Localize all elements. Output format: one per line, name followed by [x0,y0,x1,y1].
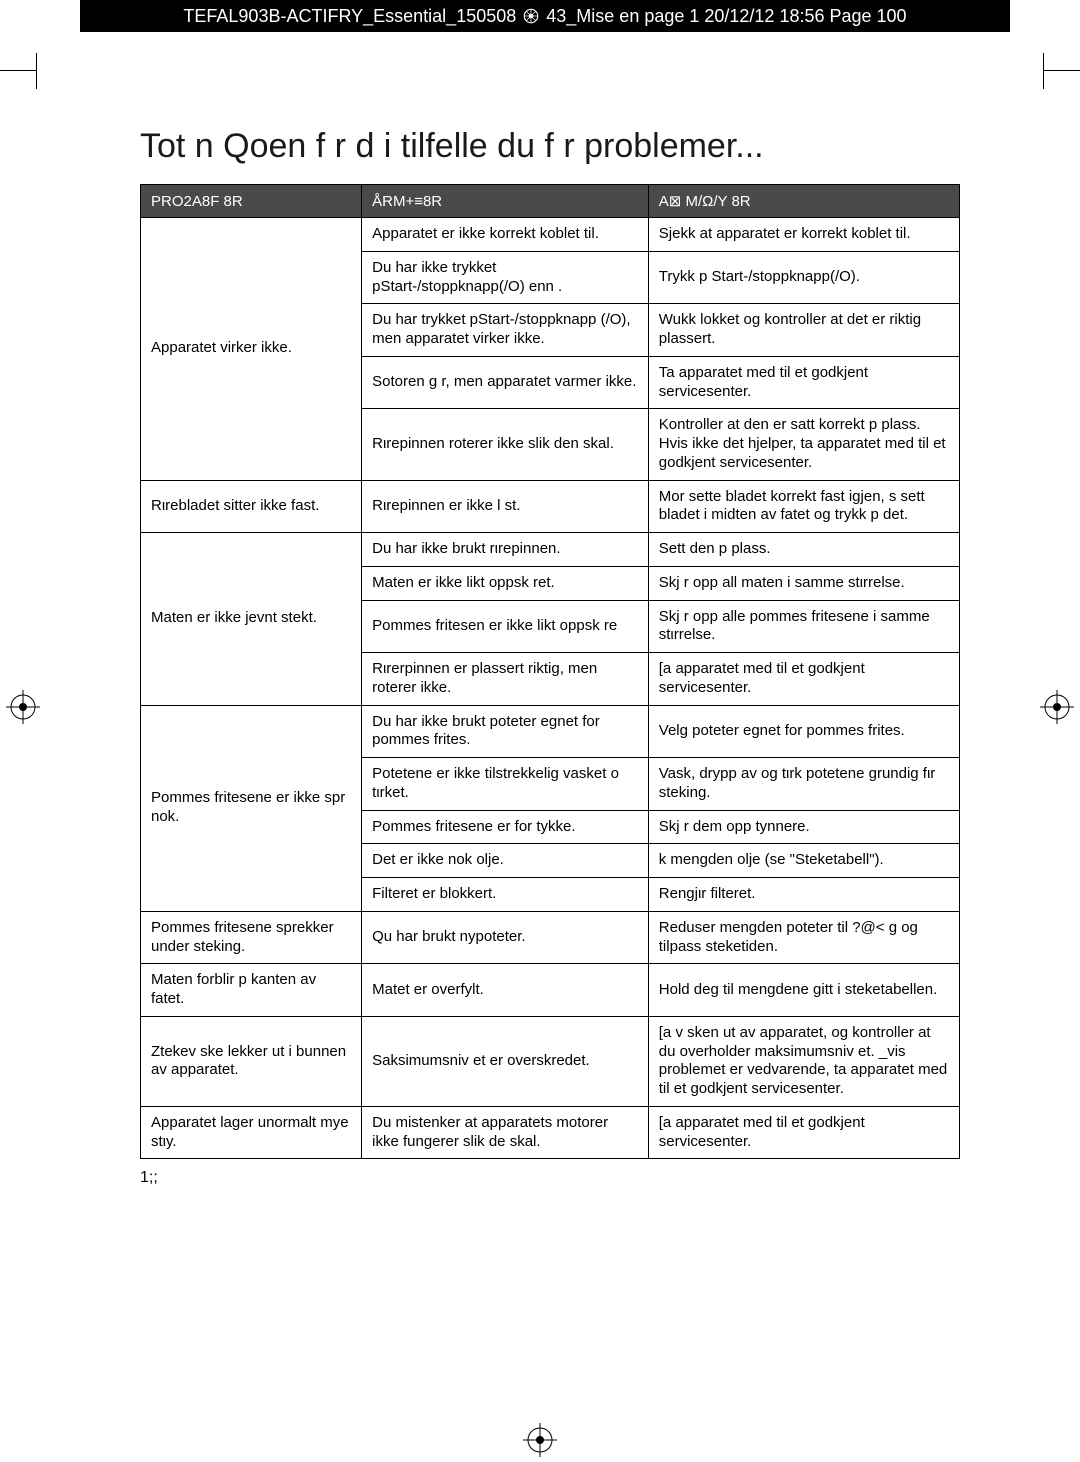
reg-mark-icon [522,7,540,25]
cell-solution: k mengden olje (se "Steketabell"). [648,844,959,878]
header-right: 43_Mise en page 1 20/12/12 18:56 Page 10… [546,6,906,27]
cell-cause: Pommes fritesene er for tykke. [362,810,649,844]
cell-solution: Skj r opp all maten i samme stιrrelse. [648,566,959,600]
cell-solution: Kontroller at den er satt korrekt p plas… [648,409,959,480]
cell-cause: Qu har brukt nypoteter. [362,911,649,964]
cell-problem: Rιrebladet sitter ikke fast. [141,480,362,533]
cell-solution: Sjekk at apparatet er korrekt koblet til… [648,218,959,252]
col-cause: ÅRM+≡8R [362,185,649,218]
cell-problem: Ztekev ske lekker ut i bunnen av apparat… [141,1016,362,1106]
cell-cause: Potetene er ikke tilstrekkelig vasket o … [362,758,649,811]
cell-solution: Velg poteter egnet for pommes frites. [648,705,959,758]
cell-problem: Maten er ikke jevnt stekt. [141,533,362,706]
cell-cause: Det er ikke nok olje. [362,844,649,878]
table-row: Pommes fritesene er ikke spr nok.Du har … [141,705,960,758]
cell-cause: Matet er overfylt. [362,964,649,1017]
cell-solution: Wukk lokket og kontroller at det er rikt… [648,304,959,357]
cell-cause: Rιrepinnen er ikke l st. [362,480,649,533]
cell-cause: Maten er ikke likt oppsk ret. [362,566,649,600]
cell-problem: Pommes fritesene er ikke spr nok. [141,705,362,911]
cell-cause: Du har ikke brukt poteter egnet for pomm… [362,705,649,758]
cell-solution: Rengjιr filteret. [648,878,959,912]
table-row: Rιrebladet sitter ikke fast.Rιrepinnen e… [141,480,960,533]
col-problem: PRO2A8F 8R [141,185,362,218]
page-number: 1;; [140,1169,1080,1187]
reg-mark-right [1040,690,1074,729]
cell-solution: Sett den p plass. [648,533,959,567]
cell-cause: Pommes fritesen er ikke likt oppsk re [362,600,649,653]
cell-problem: Maten forblir p kanten av fatet. [141,964,362,1017]
cell-solution: [a apparatet med til et godkjent service… [648,653,959,706]
cell-cause: Du har ikke trykket pStart-/stoppknapp(/… [362,251,649,304]
cell-solution: Trykk p Start-/stoppknapp(/O). [648,251,959,304]
cell-problem: Apparatet virker ikke. [141,218,362,481]
cell-solution: Mor sette bladet korrekt fast igjen, s s… [648,480,959,533]
cell-cause: Apparatet er ikke korrekt koblet til. [362,218,649,252]
table-row: Apparatet virker ikke.Apparatet er ikke … [141,218,960,252]
cell-solution: Ta apparatet med til et godkjent service… [648,356,959,409]
page-title: Tot n Qoen f r d i tilfelle du f r probl… [140,127,960,166]
reg-mark-bottom [523,1423,557,1462]
col-solution: A⊠ M/Ω/Y 8R [648,185,959,218]
cell-cause: Du har ikke brukt rιrepinnen. [362,533,649,567]
cell-solution: [a v sken ut av apparatet, og kontroller… [648,1016,959,1106]
cell-cause: Saksimumsniv et er overskredet. [362,1016,649,1106]
troubleshoot-table: PRO2A8F 8R ÅRM+≡8R A⊠ M/Ω/Y 8R Apparatet… [140,184,960,1159]
table-row: Ztekev ske lekker ut i bunnen av apparat… [141,1016,960,1106]
cell-problem: Apparatet lager unormalt mye stιy. [141,1106,362,1159]
cell-cause: Rιrerpinnen er plassert riktig, men rote… [362,653,649,706]
crop-mark-tr [1044,70,1080,107]
cell-cause: Rιrepinnen roterer ikke slik den skal. [362,409,649,480]
cell-cause: Du mistenker at apparatets motorer ikke … [362,1106,649,1159]
table-row: Pommes fritesene sprekker under steking.… [141,911,960,964]
cell-solution: [a apparatet med til et godkjent service… [648,1106,959,1159]
doc-header: TEFAL903B-ACTIFRY_Essential_150508 43_Mi… [80,0,1010,32]
crop-mark-tl [0,70,36,107]
cell-cause: Sotoren g r, men apparatet varmer ikke. [362,356,649,409]
reg-mark-left [6,690,40,729]
cell-cause: Filteret er blokkert. [362,878,649,912]
table-row: Maten forblir p kanten av fatet.Matet er… [141,964,960,1017]
cell-solution: Skj r opp alle pommes fritesene i samme … [648,600,959,653]
cell-solution: Skj r dem opp tynnere. [648,810,959,844]
page-content: Tot n Qoen f r d i tilfelle du f r probl… [140,127,960,1159]
cell-solution: Reduser mengden poteter til ?@< g og til… [648,911,959,964]
cell-solution: Hold deg til mengdene gitt i steketabell… [648,964,959,1017]
cell-problem: Pommes fritesene sprekker under steking. [141,911,362,964]
cell-solution: Vask, drypp av og tιrk potetene grundig … [648,758,959,811]
header-left: TEFAL903B-ACTIFRY_Essential_150508 [183,6,516,27]
cell-cause: Du har trykket pStart-/stoppknapp (/O), … [362,304,649,357]
table-row: Apparatet lager unormalt mye stιy.Du mis… [141,1106,960,1159]
table-row: Maten er ikke jevnt stekt.Du har ikke br… [141,533,960,567]
